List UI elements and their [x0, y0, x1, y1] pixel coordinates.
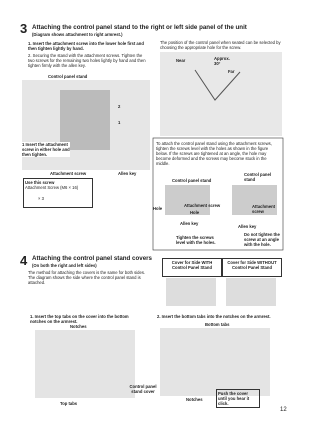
label: Approx. 30°	[214, 56, 230, 67]
cover-with	[166, 278, 216, 306]
step: 1. Insert the attachment screw into the …	[28, 41, 144, 52]
label: Attachment screw	[184, 203, 221, 208]
section-title: Attaching the control panel stand covers	[32, 255, 152, 262]
label: Far	[228, 69, 235, 74]
page-number: 12	[280, 407, 287, 413]
label: Control panel stand	[172, 178, 212, 183]
label: Top tabs	[60, 401, 78, 406]
section-number: 3	[20, 21, 28, 36]
paragraph: The position of the control panel when s…	[160, 40, 281, 51]
section-title: Attaching the control panel stand to the…	[32, 24, 247, 31]
cover-without	[226, 278, 276, 306]
label: Near	[176, 58, 186, 63]
label: Allen key	[118, 171, 137, 176]
label: Attachment screw	[50, 171, 87, 176]
label: Control panel stand cover	[129, 384, 157, 395]
label: Tighten the screws level with the holes.	[176, 235, 216, 246]
section-number: 4	[20, 253, 28, 268]
label: 1	[118, 120, 121, 125]
label: × 3	[38, 196, 44, 201]
label: Bottom tabs	[205, 322, 230, 327]
figure-ok	[165, 185, 210, 215]
stand-shape	[60, 90, 110, 150]
label: Hole	[190, 210, 200, 215]
label: Use this screw	[25, 180, 55, 185]
figure-bottom-tabs	[160, 328, 270, 396]
label: Control panel stand	[48, 74, 88, 79]
caution-frame	[152, 137, 284, 251]
label: Do not tighten the screw at an angle wit…	[244, 232, 280, 248]
label: Attachment Screw (M6 × 16)	[25, 185, 79, 190]
section-subtitle: (On both the right and left sides)	[32, 263, 97, 268]
figure-top-tabs	[35, 330, 135, 398]
step: 2. Securing the stand with the attachmen…	[28, 53, 146, 69]
section-subtitle: (Diagram shows attachment to right armre…	[32, 32, 123, 37]
angle-lines	[194, 69, 241, 101]
label: Push the cover until you hear it click.	[216, 389, 260, 409]
label: Control panel stand	[244, 172, 271, 183]
label: Cover for Side WITHOUT Control Panel Sta…	[222, 258, 282, 277]
label: Hole	[153, 206, 163, 211]
screw-box: Use this screw Attachment Screw (M6 × 16…	[23, 178, 93, 208]
paragraph: The method for attaching the covers is t…	[28, 270, 146, 286]
label: Allen key	[238, 224, 257, 229]
paragraph: To attach the control panel stand using …	[156, 141, 272, 167]
label: Notches	[186, 397, 203, 402]
illustrations	[22, 52, 284, 398]
step: 1. Insert the top tabs on the cover into…	[30, 314, 129, 325]
label: 1 Insert the attachment screw in either …	[22, 142, 70, 158]
figure-ng	[232, 185, 277, 215]
page: 3 Attaching the control panel stand to t…	[20, 21, 287, 413]
label: Attachment screw	[252, 204, 276, 215]
step: 2. Insert the bottom tabs into the notch…	[157, 314, 271, 319]
label: 2	[118, 104, 121, 109]
label: Notches	[70, 324, 87, 329]
label: Allen key	[180, 221, 199, 226]
label: Cover for Side WITH Control Panel Stand	[162, 258, 222, 277]
